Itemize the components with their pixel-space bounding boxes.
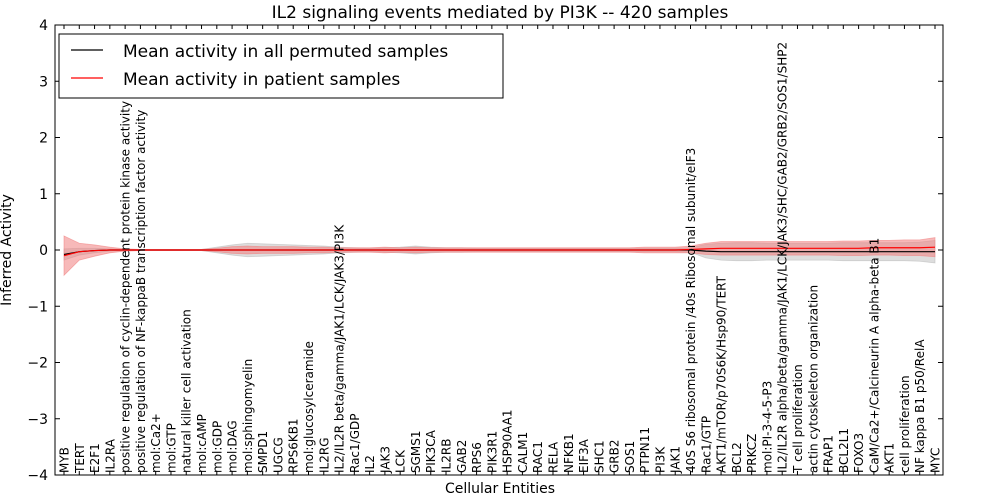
y-tick-label: 4 (39, 18, 48, 34)
x-tick-label: IL2 (363, 455, 377, 473)
x-tick-label: SOS1 (623, 441, 637, 473)
chart-title: IL2 signaling events mediated by PI3K --… (272, 3, 729, 23)
x-axis-label: Cellular Entities (445, 481, 555, 497)
legend: Mean activity in all permuted samples Me… (58, 33, 504, 99)
x-tick-label: T cell proliferation (791, 364, 805, 474)
x-tick-label: AKT1/mTOR/p70S6K/Hsp90/TERT (715, 275, 729, 473)
x-tick-label: JAK3 (378, 446, 392, 474)
y-tick-label: 2 (39, 131, 48, 147)
x-tick-label: RPS6 (470, 442, 484, 473)
x-tick-label: AKT1 (883, 443, 897, 473)
x-tick-label: CaM/Ca2+/Calcineurin A alpha-beta B1 (867, 238, 881, 473)
x-tick-label: mol:GDP (210, 421, 224, 473)
series-line-1 (63, 246, 936, 257)
x-tick-label: PTPN11 (638, 427, 652, 473)
band-layer (63, 235, 936, 277)
x-tick-label: MYC (929, 448, 943, 473)
x-tick-label: IL2/IL2R alpha/beta/gamma/JAK1/LCK/JAK3/… (776, 42, 790, 473)
x-tick-labels: MYB TERT E2F1 IL2RA positive regulation of c… (58, 42, 943, 474)
legend-entry-permuted: Mean activity in all permuted samples (123, 42, 448, 62)
x-tick-label: LCK (394, 449, 408, 473)
x-tick-label: SHC1 (592, 440, 606, 473)
x-tick-label: NF kappa B1 p50/RelA (913, 339, 927, 473)
x-tick-label: mol:PI-3-4-5-P3 (760, 381, 774, 473)
y-tick-label: −2 (27, 356, 48, 372)
x-tick-label: mol:glucosylceramide (302, 341, 316, 473)
legend-entry-patient: Mean activity in patient samples (123, 70, 400, 90)
x-tick-label: GAB2 (455, 440, 469, 473)
x-tick-label: mol:sphingomyelin (241, 359, 255, 473)
x-tick-label: IL2/IL2R beta/gamma/JAK1/LCK/JAK3/PI3K (333, 224, 347, 473)
plot-frame (54, 24, 944, 476)
y-tick-label: −1 (27, 299, 48, 315)
x-tick-label: mol:Ca2+ (149, 413, 163, 473)
y-tick-label: −4 (27, 468, 48, 484)
x-tick-label: positive regulation of NF-kappaB transcr… (134, 110, 148, 473)
x-axis (63, 25, 936, 475)
x-tick-label: PIK3R1 (485, 431, 499, 473)
x-tick-label: SGMS1 (409, 430, 423, 473)
x-tick-label: MYB (58, 447, 72, 473)
x-tick-label: natural killer cell activation (180, 309, 194, 473)
x-tick-label: IL2RG (317, 438, 331, 474)
x-tick-label: SMPD1 (256, 431, 270, 473)
series-band-1 (63, 235, 936, 277)
x-tick-label: Rac1/GTP (699, 416, 713, 473)
x-tick-label: RELA (546, 441, 560, 473)
x-tick-label: HSP90AA1 (501, 409, 515, 473)
x-tick-label: Rac1/GDP (348, 414, 362, 473)
x-tick-label: EIF3A (577, 438, 591, 473)
x-tick-label: TERT (73, 443, 87, 474)
y-axis: −4 −3 −2 −1 0 1 2 3 4 (27, 18, 943, 484)
x-tick-label: IL2RA (103, 438, 117, 473)
y-tick-label: 3 (39, 74, 48, 90)
x-tick-label: BCL2 (730, 442, 744, 473)
x-tick-label: GRB2 (608, 439, 622, 473)
x-tick-label: mol:DAG (226, 420, 240, 473)
x-tick-label: positive regulation of cyclin-dependent … (119, 101, 133, 473)
x-tick-label: CALM1 (516, 432, 530, 473)
x-tick-label: mol:GTP (164, 423, 178, 473)
x-tick-label: E2F1 (88, 443, 102, 473)
y-tick-label: 0 (39, 243, 48, 259)
x-tick-label: 40S S6 ribosomal protein /40s Ribosomal … (684, 148, 698, 473)
x-tick-label: RAC1 (531, 441, 545, 473)
x-tick-label: FOXO3 (852, 433, 866, 473)
y-axis-label: Inferred Activity (0, 194, 15, 306)
x-tick-label: NFKB1 (562, 433, 576, 473)
x-tick-label: RPS6KB1 (287, 418, 301, 473)
x-tick-label: actin cytoskeleton organization (806, 285, 820, 473)
x-tick-label: BCL2L1 (837, 428, 851, 473)
y-tick-label: 1 (39, 187, 48, 203)
x-tick-label: JAK1 (669, 446, 683, 474)
x-tick-label: PIK3CA (424, 429, 438, 473)
y-tick-label: −3 (27, 412, 48, 428)
x-tick-label: PRKCZ (745, 434, 759, 473)
legend-box (58, 33, 504, 99)
x-tick-label: PI3K (653, 446, 667, 473)
x-tick-label: cell proliferation (898, 375, 912, 473)
line-layer (63, 246, 936, 257)
x-tick-label: FRAP1 (822, 435, 836, 473)
x-tick-label: IL2RB (440, 439, 454, 473)
x-tick-label: mol:cAMP (195, 414, 209, 473)
x-tick-label: UGCG (271, 437, 285, 473)
